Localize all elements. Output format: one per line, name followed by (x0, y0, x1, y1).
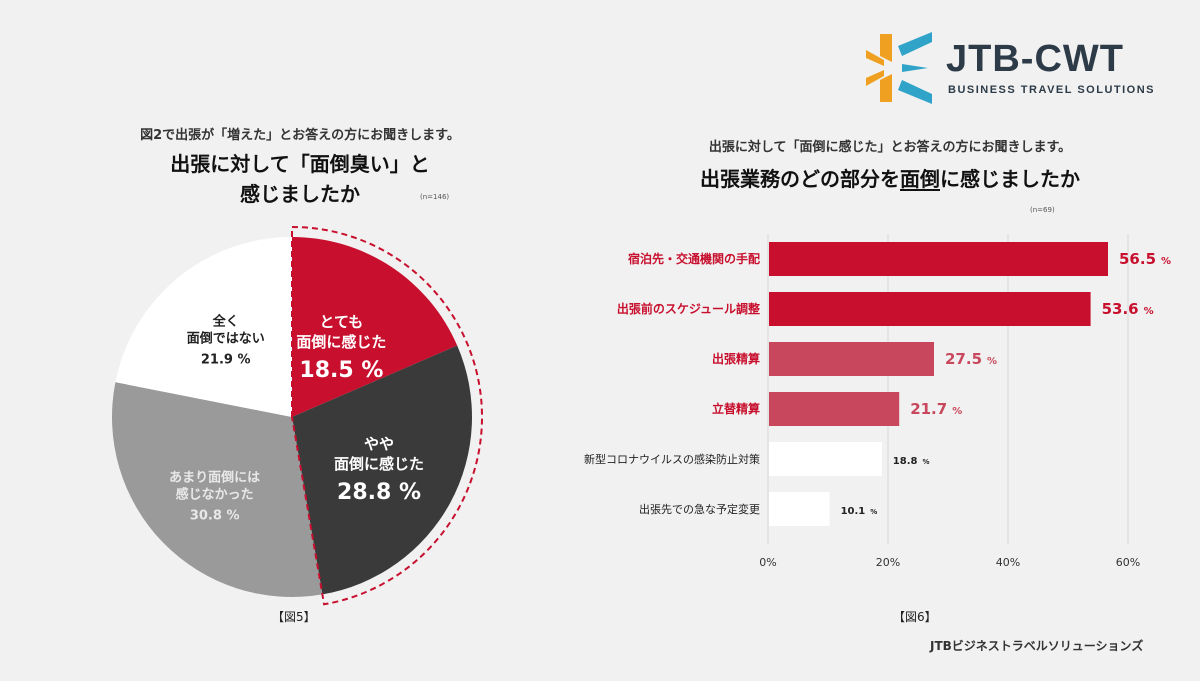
bar-value-unit: % (922, 458, 929, 466)
bar-value-label: 10.1% (841, 506, 878, 517)
pie-slice-3 (115, 237, 292, 417)
left-title-line2: 感じましたか (240, 182, 360, 206)
bar-value-unit: % (987, 356, 997, 367)
bar-chart: 0% 20% 40% 60% 宿泊先・交通機関の手配 56.5 % 出張前のスケジュール調整 5… (584, 234, 1171, 569)
bar-value-unit: % (1144, 306, 1154, 317)
bar-category-label: 新型コロナウイルスの感染防止対策 (584, 452, 760, 466)
pie-label-text: 全く (212, 313, 239, 329)
bar-category-label: 出張精算 (712, 351, 760, 366)
pie-value-label: 30.8 % (190, 508, 240, 523)
bar-value-unit: % (870, 508, 877, 516)
x-tick-label: 40% (996, 556, 1020, 569)
left-title: 出張に対して「面倒臭い」と 感じましたか (90, 149, 510, 209)
right-title: 出張業務のどの部分を面倒に感じましたか (640, 163, 1140, 192)
pie-value-label: 28.8 % (337, 480, 421, 505)
bar-1 (769, 292, 1091, 326)
bar-category-label: 立替精算 (712, 401, 760, 416)
figure-5-label: 【図5】 (272, 610, 316, 624)
right-title-pre: 出張業務のどの部分を (700, 167, 900, 191)
bar-0 (769, 242, 1108, 276)
bar-4 (769, 442, 882, 476)
right-title-post: に感じましたか (940, 167, 1080, 191)
pie-highlight-outline (291, 225, 483, 606)
logo-tagline: BUSINESS TRAVEL SOLUTIONS (948, 84, 1156, 96)
bar-category-label: 出張先での急な予定変更 (639, 502, 760, 516)
bar-5 (769, 492, 830, 526)
left-question: 図2で出張が「増えた」とお答えの方にお聞きします。 出張に対して「面倒臭い」と … (90, 124, 510, 209)
x-tick-label: 20% (876, 556, 900, 569)
right-sample-size: (n=69) (1030, 206, 1055, 214)
x-tick-label: 60% (1116, 556, 1140, 569)
right-subtitle: 出張に対して「面倒に感じた」とお答えの方にお聞きします。 (708, 140, 1072, 155)
left-title-line1: 出張に対して「面倒臭い」と (170, 152, 430, 176)
source-credit: JTBビジネストラベルソリューションズ (930, 639, 1144, 653)
bar-category-label: 宿泊先・交通機関の手配 (628, 251, 760, 266)
pie-label-text: 面倒に感じた (334, 455, 424, 473)
pie-label-text: 感じなかった (176, 486, 254, 502)
figure-6-label: 【図6】 (893, 610, 937, 624)
pie-label-text: やや (364, 435, 394, 453)
bar-value-label: 56.5% (1119, 250, 1171, 268)
pie-value-label: 18.5 % (299, 358, 383, 383)
logo-mark-icon (866, 32, 932, 104)
pie-slice-2 (112, 382, 323, 597)
bar-value-label: 18.8% (893, 456, 930, 467)
bar-value-label: 53.6% (1102, 300, 1154, 318)
left-subtitle: 図2で出張が「増えた」とお答えの方にお聞きします。 (140, 128, 460, 143)
bar-value-label: 21.7% (910, 400, 962, 418)
left-sample-size: (n=146) (420, 193, 450, 201)
bar-3 (769, 392, 900, 426)
pie-label-text: 面倒に感じた (296, 333, 386, 351)
logo-brand-text: JTB-CWT (946, 38, 1124, 80)
pie-value-label: 21.9 % (201, 352, 251, 367)
pie-slice-0 (292, 237, 458, 417)
x-tick-label: 0% (759, 556, 776, 569)
pie-label-text: あまり面倒には (169, 469, 260, 485)
pie-slice-1 (292, 345, 473, 595)
pie-label-text: 面倒ではない (187, 330, 265, 346)
pie-label-text: とても (320, 313, 364, 331)
bar-value-unit: % (1161, 256, 1171, 267)
bar-value-label: 27.5% (945, 350, 997, 368)
bar-2 (769, 342, 934, 376)
bar-value-unit: % (952, 406, 962, 417)
right-question: 出張に対して「面倒に感じた」とお答えの方にお聞きします。 出張業務のどの部分を面… (640, 136, 1140, 192)
jtb-cwt-logo: JTB-CWT BUSINESS TRAVEL SOLUTIONS (862, 28, 1172, 108)
bar-category-label: 出張前のスケジュール調整 (617, 301, 760, 316)
right-title-underlined: 面倒 (900, 167, 940, 191)
